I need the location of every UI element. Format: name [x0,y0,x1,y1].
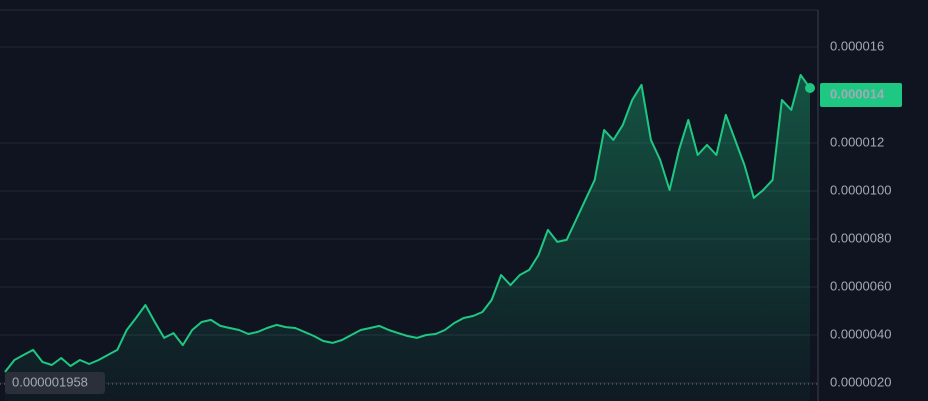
low-price-label: 0.000001958 [12,374,88,389]
y-tick-label: 0.0000040 [830,326,891,341]
y-tick-label: 0.000012 [830,134,884,149]
y-tick-label: 0.000016 [830,38,884,53]
low-price-badge [5,372,105,395]
price-line [4,74,811,373]
y-tick-label: 0.0000080 [830,230,891,245]
y-tick-label: 0.0000020 [830,374,891,389]
last-price-badge [820,82,902,107]
last-price-label: 0.000014 [830,86,885,101]
last-point [805,83,815,94]
y-tick-label: 0.0000060 [830,278,891,293]
price-area [5,75,810,401]
y-tick-label: 0.0000100 [830,182,891,197]
